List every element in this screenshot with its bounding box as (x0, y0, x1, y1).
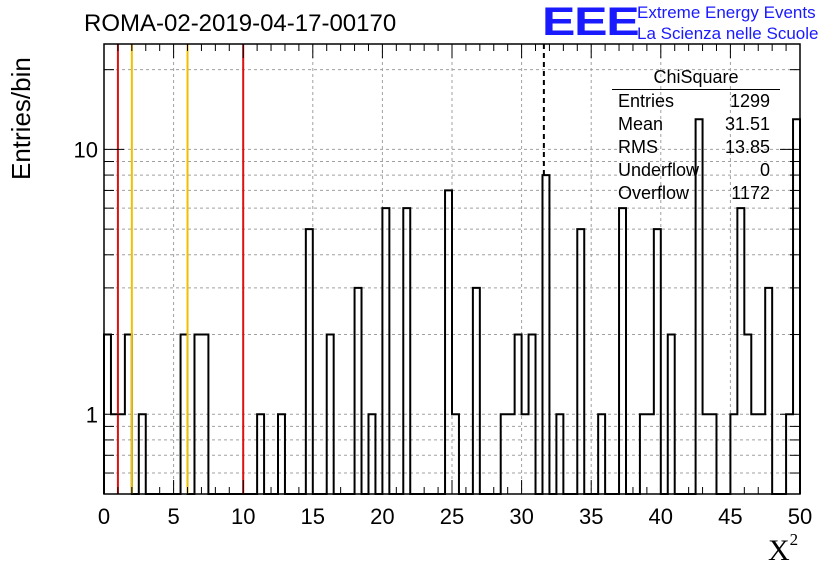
stats-key: Overflow (618, 183, 690, 203)
x-tick-label: 20 (370, 504, 394, 529)
stats-value: 1299 (729, 91, 770, 111)
x-tick-label: 15 (301, 504, 325, 529)
x-tick-label: 10 (231, 504, 255, 529)
y-tick-label: 1 (86, 402, 98, 427)
x-tick-label: 40 (649, 504, 673, 529)
x-tick-label: 45 (718, 504, 742, 529)
stats-box: ChiSquare Entries 1299 Mean 31.51 RMS 13.85… (612, 66, 780, 205)
stats-row-rms: RMS 13.85 (612, 136, 780, 159)
stats-row-underflow: Underflow 0 (612, 159, 780, 182)
chart-title: ROMA-02-2019-04-17-00170 (84, 10, 397, 37)
x-tick-label: 0 (98, 504, 110, 529)
stats-row-entries: Entries 1299 (612, 90, 780, 113)
stats-row-mean: Mean 31.51 (612, 113, 780, 136)
stats-value: 0 (759, 160, 770, 180)
logo-mark: EEE (542, 0, 640, 44)
x-tick-label: 30 (509, 504, 533, 529)
y-tick-label: 10 (74, 137, 98, 162)
x-tick-label: 5 (167, 504, 179, 529)
y-axis-label: Entries/bin (6, 57, 36, 180)
stats-key: RMS (618, 137, 658, 157)
stats-value: 31.51 (724, 114, 770, 134)
stats-key: Mean (618, 114, 664, 134)
x-tick-label: 50 (788, 504, 812, 529)
x-tick-label: 35 (579, 504, 603, 529)
x-tick-label: 25 (440, 504, 464, 529)
stats-key: Underflow (618, 160, 700, 180)
stats-value: 13.85 (724, 137, 770, 157)
stats-title: ChiSquare (612, 66, 780, 90)
stats-key: Entries (618, 91, 675, 111)
stats-value: 1172 (731, 183, 770, 203)
logo-line-2: La Scienza nelle Scuole (637, 24, 819, 43)
logo-line-1: Extreme Energy Events (637, 3, 816, 22)
x-axis-label: X2 (768, 530, 799, 567)
stats-row-overflow: Overflow 1172 (612, 182, 780, 205)
